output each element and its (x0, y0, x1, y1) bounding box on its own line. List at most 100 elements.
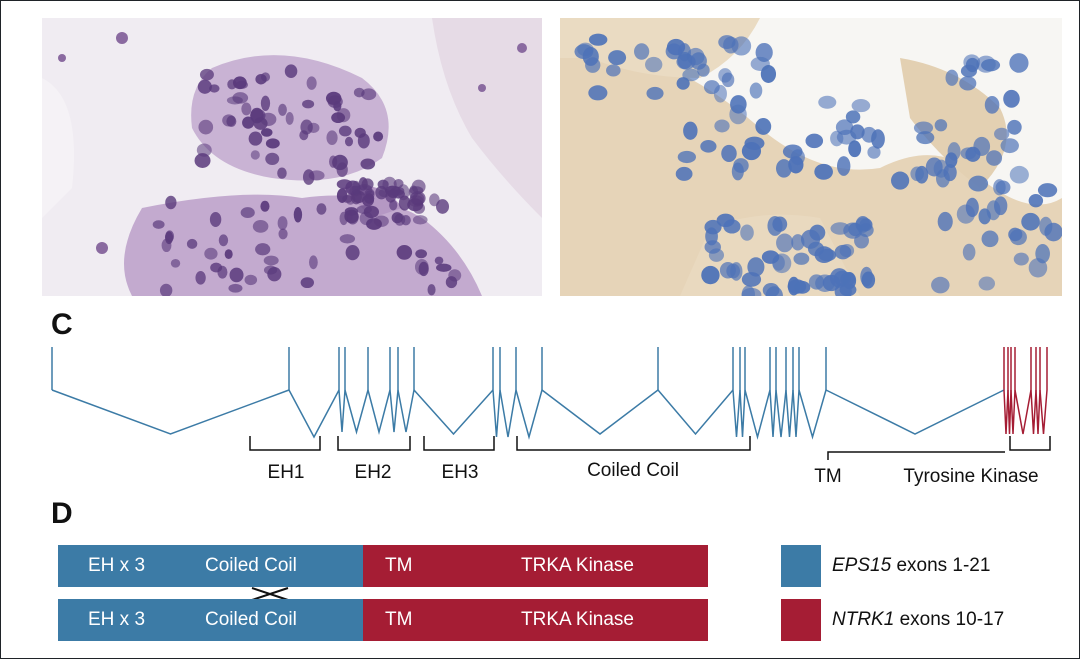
cell-nucleus (772, 216, 788, 232)
cell-nucleus (608, 50, 627, 66)
cell-nucleus (703, 80, 720, 95)
cell-nucleus (1003, 89, 1020, 108)
fusion-bar-1: EH x 3 Coiled Coil TM TRKA Kinase (58, 545, 708, 587)
eps15-intron (51, 389, 290, 435)
cell-nucleus (277, 216, 288, 231)
cell-nucleus (834, 244, 852, 260)
cell-nucleus (336, 162, 348, 178)
cell-nucleus (302, 99, 315, 109)
cell-nucleus (730, 95, 747, 114)
cell-nucleus (373, 215, 389, 227)
cell-nucleus (793, 252, 810, 265)
cell-nucleus (338, 125, 352, 137)
cell-nucleus (415, 249, 428, 259)
cell-nucleus (1028, 193, 1044, 208)
cell-nucleus (871, 129, 885, 149)
cell-nucleus (159, 283, 173, 296)
cell-nucleus (822, 274, 841, 292)
dimerization-cross-icon (251, 587, 289, 601)
cell-nucleus (250, 150, 260, 160)
cell-nucleus (714, 119, 730, 133)
eps15-intron (492, 389, 501, 438)
cell-nucleus (197, 79, 212, 94)
cell-nucleus (861, 271, 876, 289)
cell-nucleus (186, 238, 198, 249)
bracket-eh1 (249, 436, 321, 451)
cell-nucleus (588, 85, 608, 101)
label-tm: TM (814, 466, 842, 487)
cell-nucleus (309, 255, 318, 270)
cell-nucleus (787, 276, 800, 296)
cell-nucleus (300, 119, 313, 135)
cell-nucleus (199, 68, 214, 81)
cell-nucleus (260, 128, 273, 137)
cell-nucleus (704, 219, 722, 235)
cell-nucleus (352, 180, 361, 196)
cell-nucleus (336, 188, 348, 203)
cell-nucleus (1039, 216, 1053, 236)
eps15-intron (732, 389, 741, 438)
cell-nucleus (574, 44, 594, 60)
cell-nucleus (978, 276, 996, 291)
eps15-intron (389, 389, 399, 433)
legend-swatch-ntrk1 (781, 599, 821, 641)
cell-nucleus (1021, 212, 1040, 231)
bracket-tyrosine-kinase (1009, 436, 1051, 451)
tm-label: TM (385, 609, 413, 630)
cell-nucleus (814, 163, 833, 180)
cell-nucleus (913, 121, 934, 135)
cell-nucleus (316, 203, 327, 215)
cell-nucleus (978, 208, 991, 225)
cell-nucleus (805, 133, 824, 149)
cell-nucleus (962, 243, 976, 261)
cell-nucleus (241, 102, 252, 116)
cell-nucleus (755, 42, 773, 62)
cell-nucleus (336, 108, 351, 123)
cell-nucleus (345, 245, 360, 261)
panel-label-c: C (51, 308, 73, 341)
cell-nucleus (818, 95, 837, 109)
cell-nucleus (733, 158, 749, 173)
cell-nucleus (937, 211, 953, 232)
cell-nucleus (412, 192, 425, 206)
label-eh1: EH1 (267, 462, 305, 483)
he-stain-image (42, 18, 542, 296)
cell-nucleus (436, 199, 450, 214)
cell-nucleus (585, 57, 601, 73)
cell-nucleus (891, 171, 910, 190)
cell-nucleus (152, 220, 165, 229)
cell-nucleus (1013, 252, 1029, 266)
fusion-bar-2: EH x 3 Coiled Coil TM TRKA Kinase (58, 599, 708, 641)
cell-nucleus (228, 283, 243, 293)
cell-nucleus (1007, 119, 1022, 135)
cell-nucleus (357, 133, 370, 149)
label-tyrosine-kinase: Tyrosine Kinase (903, 466, 1039, 487)
cell-nucleus (723, 36, 739, 54)
cell-nucleus (263, 255, 279, 266)
eps15-intron (825, 389, 1005, 435)
cell-nucleus (300, 277, 314, 289)
cell-nucleus (945, 152, 958, 168)
eps15-intron (413, 389, 494, 436)
cell-nucleus (277, 167, 287, 179)
eps15-intron (541, 389, 659, 435)
ntrk1-intron (1014, 389, 1032, 435)
cell-nucleus (250, 109, 266, 122)
cell-nucleus (255, 243, 271, 256)
cell-nucleus (244, 274, 258, 286)
cell-nucleus (427, 284, 436, 296)
cell-nucleus (1009, 165, 1029, 184)
cell-nucleus (683, 121, 698, 140)
cell-nucleus (448, 269, 462, 282)
cell-nucleus (436, 263, 452, 272)
cell-nucleus (700, 140, 717, 153)
cell-nucleus (704, 240, 721, 254)
cell-nucleus (646, 86, 664, 100)
cell-nucleus (384, 185, 401, 196)
eh-domain-label: EH x 3 (88, 555, 146, 576)
cell-nucleus (959, 76, 977, 91)
cell-nucleus (339, 234, 356, 244)
cell-nucleus (645, 56, 663, 73)
kinase-label: TRKA Kinase (521, 609, 634, 630)
cell-nucleus (278, 228, 288, 240)
